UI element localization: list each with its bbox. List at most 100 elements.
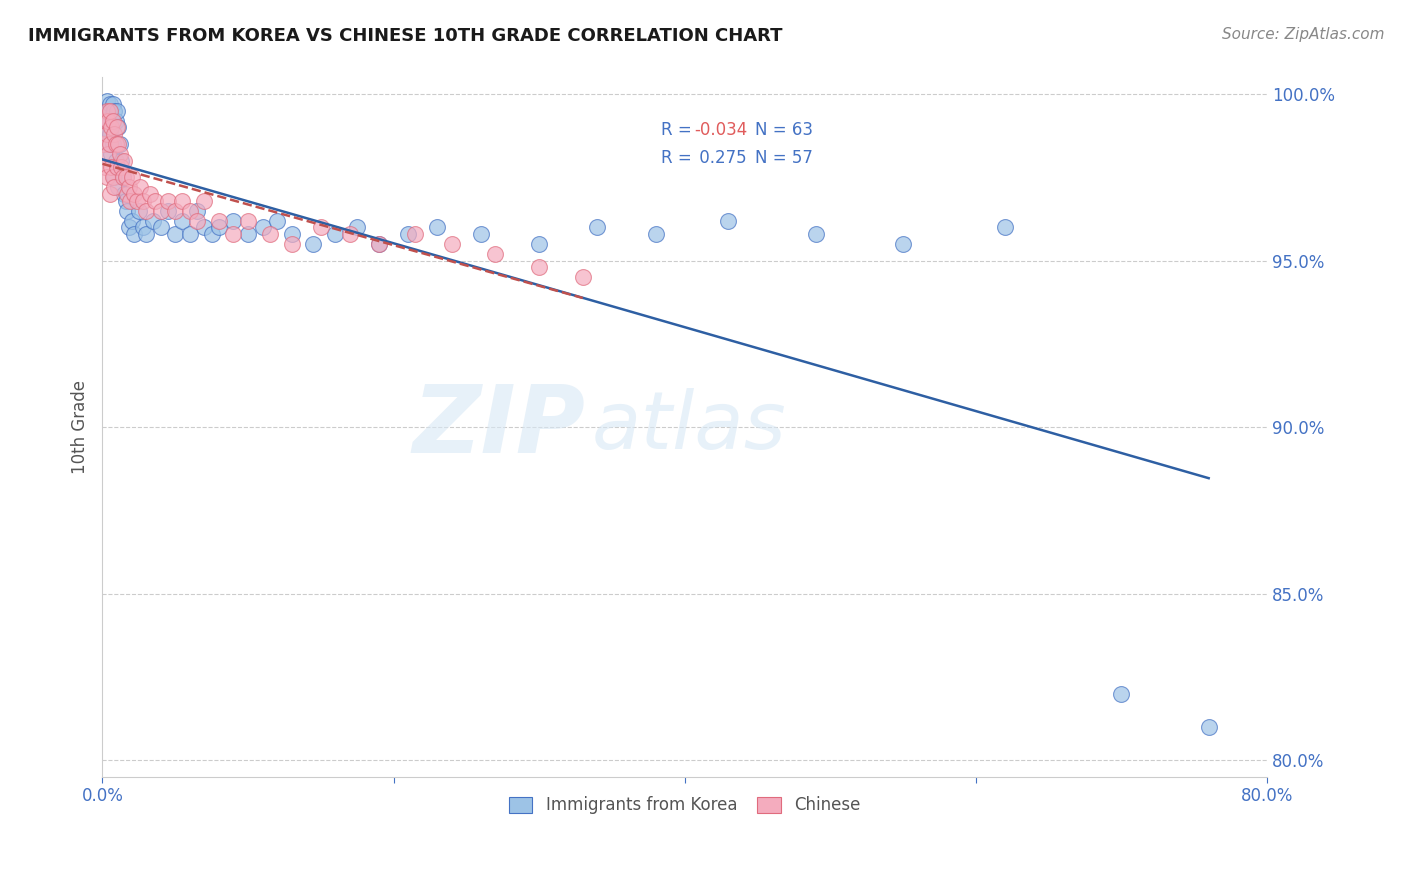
Point [94,113,117,128]
Point [101,113,124,128]
Point [470,227,492,241]
Point [139,187,162,202]
Point [121,213,143,227]
Point [124,187,146,202]
Point [891,237,914,252]
Point [110,153,132,168]
Point [208,213,231,227]
Point [94,161,117,175]
Legend: Immigrants from Korea, Chinese: Immigrants from Korea, Chinese [499,787,870,824]
Point [156,203,179,218]
Point [96,170,118,185]
Point [396,227,419,241]
Point [97,147,120,161]
Point [97,136,120,151]
Point [103,127,125,141]
Point [186,203,208,218]
Point [135,203,157,218]
Point [103,103,125,118]
Point [323,227,346,241]
Text: 0.275: 0.275 [695,150,747,168]
Point [586,220,609,235]
Point [222,213,245,227]
Y-axis label: 10th Grade: 10th Grade [72,380,89,475]
Text: Source: ZipAtlas.com: Source: ZipAtlas.com [1222,27,1385,42]
Point [93,120,115,135]
Point [93,136,115,151]
Point [110,161,132,175]
Point [98,103,121,118]
Point [309,220,332,235]
Point [236,213,259,227]
Text: ZIP: ZIP [413,381,586,473]
Point [101,136,124,151]
Point [117,180,139,194]
Point [252,220,274,235]
Point [114,194,136,208]
Point [128,203,150,218]
Point [98,187,121,202]
Point [114,170,136,185]
Point [259,227,281,241]
Point [426,220,449,235]
Point [368,237,391,252]
Point [107,180,129,194]
Point [115,187,138,202]
Point [266,213,288,227]
Point [404,227,426,241]
Point [132,220,155,235]
Point [111,170,134,185]
Point [484,247,506,261]
Point [193,194,215,208]
Point [101,170,124,185]
Point [127,194,149,208]
Point [112,153,135,168]
Point [149,220,172,235]
Point [105,120,128,135]
Point [100,161,122,175]
Point [103,180,125,194]
Point [105,103,128,118]
Point [124,227,146,241]
Text: N = 63: N = 63 [755,121,813,139]
Point [186,213,208,227]
Point [129,180,152,194]
Point [172,213,194,227]
Point [143,194,166,208]
Point [108,136,131,151]
Point [100,120,122,135]
Point [132,194,155,208]
Point [101,97,124,112]
Point [105,161,128,175]
Point [527,260,550,275]
Point [1111,687,1133,701]
Point [120,194,142,208]
Point [527,237,550,252]
Point [302,237,325,252]
Point [280,227,302,241]
Text: -0.034: -0.034 [695,121,747,139]
Point [142,213,165,227]
Point [280,237,302,252]
Point [135,227,157,241]
Text: IMMIGRANTS FROM KOREA VS CHINESE 10TH GRADE CORRELATION CHART: IMMIGRANTS FROM KOREA VS CHINESE 10TH GR… [28,27,783,45]
Point [804,227,827,241]
Point [121,170,143,185]
Point [104,136,127,151]
Text: R =: R = [661,150,697,168]
Point [339,227,361,241]
Point [98,127,121,141]
Text: N = 57: N = 57 [755,150,813,168]
Point [193,220,215,235]
Point [94,103,117,118]
Point [115,203,138,218]
Point [222,227,245,241]
Point [156,194,179,208]
Point [96,94,118,108]
Point [98,97,121,112]
Text: atlas: atlas [592,388,786,467]
Point [103,170,125,185]
Point [105,161,128,175]
Point [107,136,129,151]
Point [108,147,131,161]
